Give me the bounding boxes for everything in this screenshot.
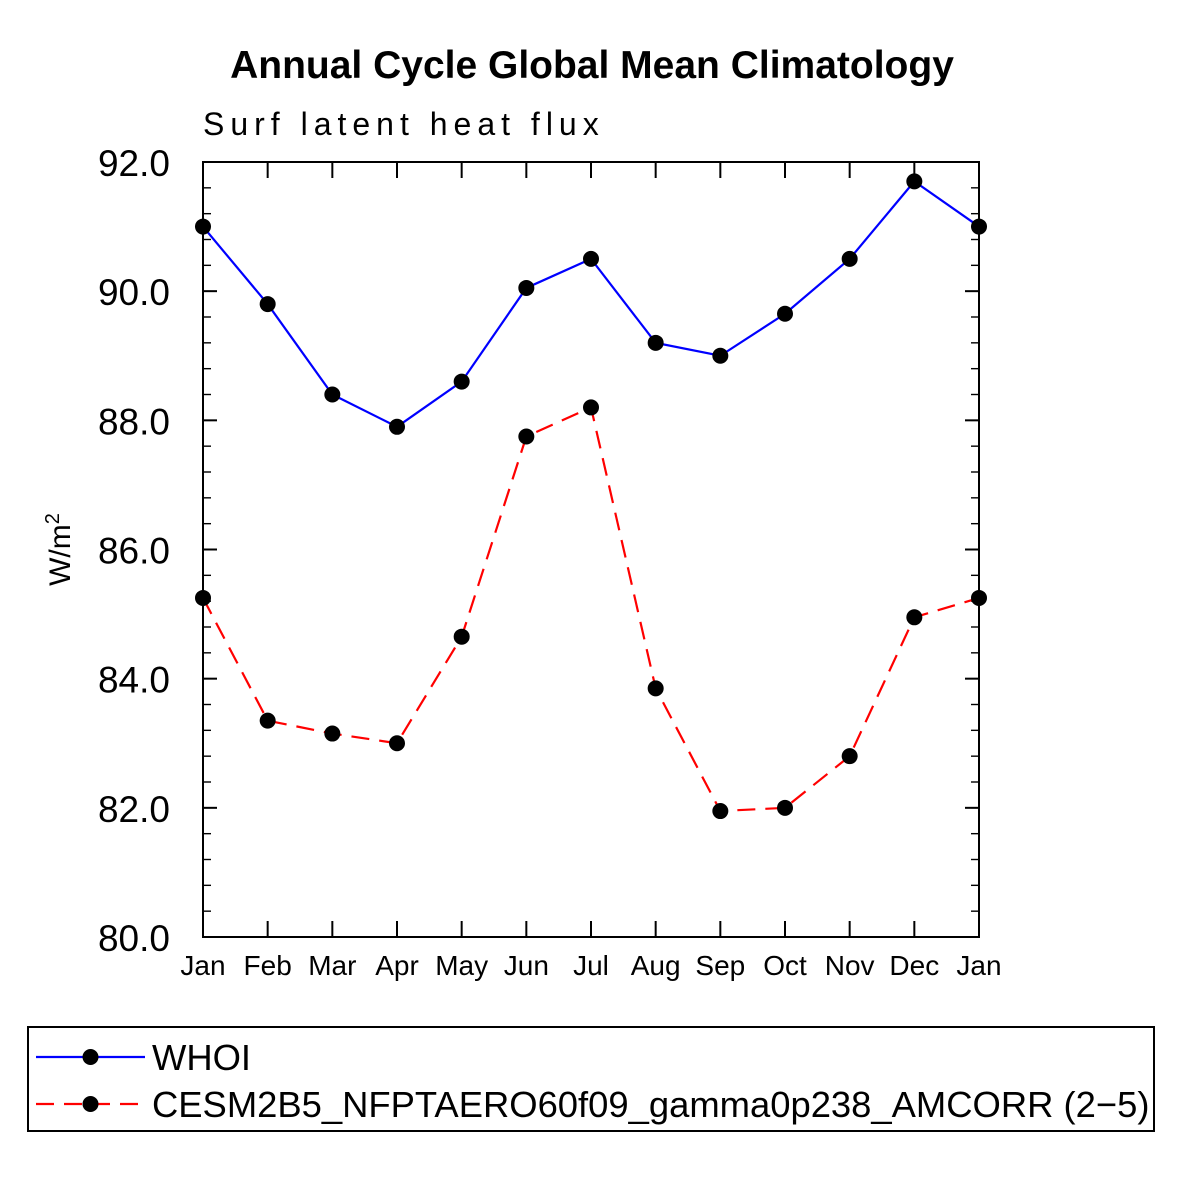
svg-text:Dec: Dec [889,950,939,981]
svg-text:WHOI: WHOI [152,1037,251,1078]
svg-text:CESM2B5_NFPTAERO60f09_gamma0p2: CESM2B5_NFPTAERO60f09_gamma0p238_AMCORR … [152,1084,1149,1125]
svg-text:Feb: Feb [244,950,292,981]
svg-text:86.0: 86.0 [98,531,170,572]
svg-text:80.0: 80.0 [98,918,170,959]
svg-text:Nov: Nov [825,950,875,981]
svg-text:Sep: Sep [695,950,745,981]
svg-text:May: May [435,950,488,981]
svg-text:84.0: 84.0 [98,660,170,701]
svg-text:Jul: Jul [573,950,609,981]
svg-text:Surf latent heat flux: Surf latent heat flux [203,106,605,142]
svg-text:90.0: 90.0 [98,272,170,313]
svg-text:Jan: Jan [180,950,225,981]
svg-text:Aug: Aug [631,950,681,981]
svg-text:Jan: Jan [956,950,1001,981]
svg-text:Jun: Jun [504,950,549,981]
svg-text:Annual Cycle Global Mean Clima: Annual Cycle Global Mean Climatology [230,44,954,87]
svg-text:Oct: Oct [763,950,807,981]
svg-text:Mar: Mar [308,950,356,981]
svg-text:82.0: 82.0 [98,789,170,830]
svg-text:88.0: 88.0 [98,401,170,442]
svg-text:Apr: Apr [375,950,419,981]
svg-text:92.0: 92.0 [98,143,170,184]
